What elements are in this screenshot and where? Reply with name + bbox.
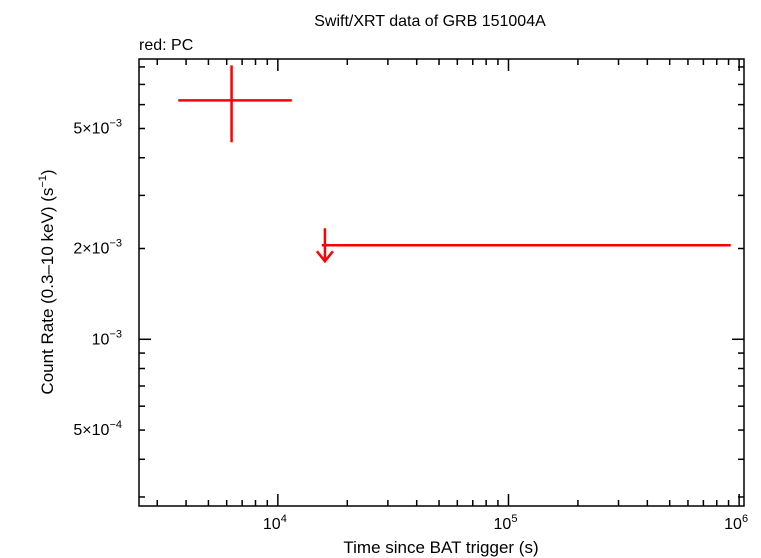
plot-frame (138, 58, 745, 507)
y-tick-label-exp: −3 (109, 328, 122, 340)
y-tick-label-exp: −3 (109, 238, 122, 250)
x-tick-label-exp: 4 (281, 513, 287, 525)
x-tick-label: 104 (263, 513, 287, 533)
x-tick-labels: 104 105 106 (263, 513, 748, 533)
y-tick-label-mantissa: 10 (92, 331, 110, 348)
y-axis-label-main: Count Rate (0.3–10 keV) (s (38, 188, 57, 395)
x-tick-label: 106 (724, 513, 748, 533)
y-axis-label: Count Rate (0.3–10 keV) (s−1) (37, 169, 57, 394)
y-tick-label: 5×10−3 (73, 117, 122, 137)
y-tick-label: 5×10−4 (73, 419, 122, 439)
data-series (178, 65, 731, 264)
y-tick-labels: 5×10−32×10−310−35×10−4 (73, 117, 122, 439)
upper-limit-point (315, 228, 731, 264)
data-point (178, 65, 292, 143)
chart-subtitle: red: PC (139, 37, 193, 54)
y-tick-label-mantissa: 5×10 (73, 120, 109, 137)
y-tick-label-exp: −4 (109, 419, 122, 431)
chart-title: Swift/XRT data of GRB 151004A (314, 13, 546, 30)
axis-ticks (139, 59, 744, 506)
y-axis-label-end: ) (38, 169, 57, 175)
y-axis-label-sup: −1 (37, 175, 49, 188)
y-tick-label-exp: −3 (109, 117, 122, 129)
y-tick-label-mantissa: 5×10 (73, 422, 109, 439)
y-tick-label: 2×10−3 (73, 238, 122, 258)
x-axis-label: Time since BAT trigger (s) (343, 538, 538, 557)
y-tick-label: 10−3 (92, 328, 122, 348)
upper-limit-arrow-head (315, 250, 334, 264)
x-tick-label-base: 10 (494, 516, 512, 533)
x-tick-label: 105 (494, 513, 518, 533)
x-tick-label-base: 10 (724, 516, 742, 533)
x-tick-label-base: 10 (263, 516, 281, 533)
y-tick-label-mantissa: 2×10 (73, 241, 109, 258)
x-tick-label-exp: 6 (742, 513, 748, 525)
x-tick-label-exp: 5 (511, 513, 517, 525)
